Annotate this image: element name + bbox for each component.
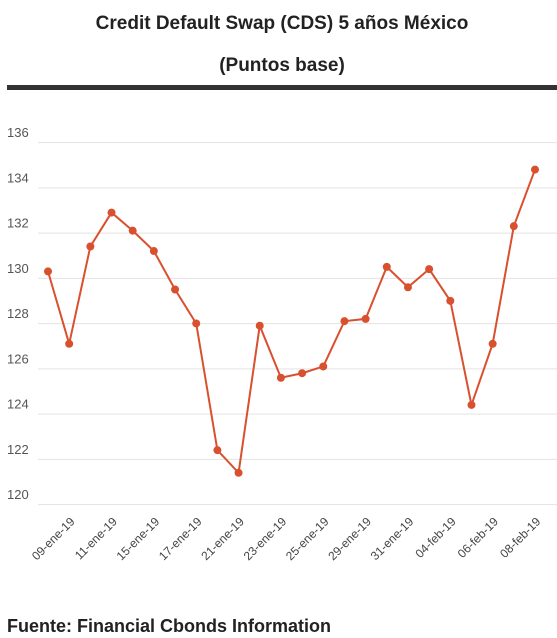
point [403,283,412,292]
point [128,226,137,235]
chart-title: Credit Default Swap (CDS) 5 años México [96,13,469,34]
point [65,339,74,348]
x-tick-label: 09-ene-19 [29,514,78,563]
point [319,362,328,371]
point [255,321,264,330]
point [171,285,180,294]
y-tick-label: 132 [7,216,29,231]
point [149,247,158,256]
x-tick-label: 31-ene-19 [368,514,417,563]
y-tick-label: 128 [7,306,29,321]
point [234,468,243,477]
point [425,265,434,274]
point [467,400,476,409]
point [44,267,52,276]
x-tick-label: 29-ene-19 [325,514,374,563]
point [509,222,518,231]
x-tick-label: 21-ene-19 [198,514,247,563]
point [276,373,285,382]
y-tick-label: 134 [7,170,29,185]
y-tick-label: 122 [7,442,29,457]
point [298,369,307,378]
point [361,314,370,323]
y-tick-label: 120 [7,487,29,502]
x-tick-label: 17-ene-19 [156,514,205,563]
point [107,208,116,217]
x-tick-label: 23-ene-19 [241,514,290,563]
point [192,319,201,328]
x-tick-label: 08-feb-19 [497,514,543,560]
y-tick-label: 124 [7,397,29,412]
y-tick-label: 126 [7,351,29,366]
chart-subtitle: (Puntos base) [219,55,345,76]
x-tick-label: 11-ene-19 [72,514,120,562]
y-tick-label: 136 [7,125,29,140]
x-tick-label: 25-ene-19 [283,514,332,563]
x-tick-label: 15-ene-19 [114,514,163,563]
x-tick-label: 06-feb-19 [455,514,501,560]
point [446,296,455,305]
point [531,165,539,174]
x-tick-label: 04-feb-19 [412,514,458,560]
point [488,339,497,348]
point [213,446,222,455]
source: Fuente: Financial Cbonds Information [7,616,331,636]
point [340,317,349,326]
point [86,242,95,251]
line [47,169,536,475]
y-tick-label: 130 [7,261,29,276]
header-bar [7,85,557,90]
point [382,262,391,271]
